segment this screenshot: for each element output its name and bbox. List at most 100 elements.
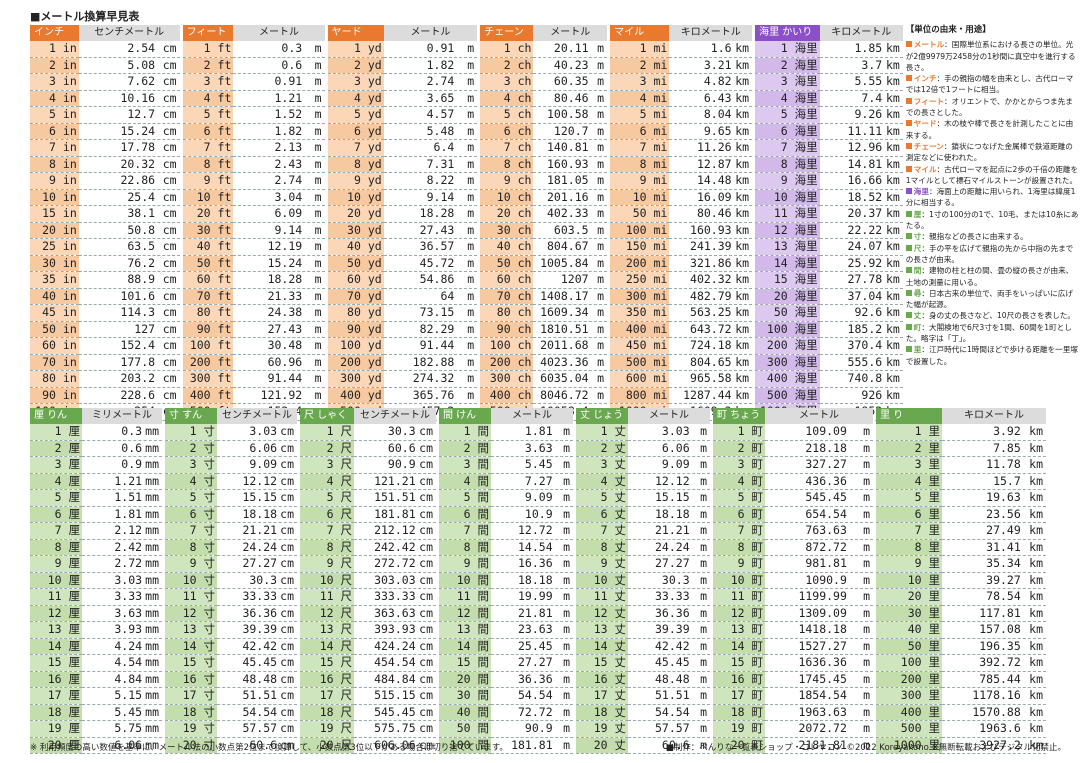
table-row: 3 海里 5.55 km [755, 73, 903, 91]
table-row: 3 丈 9.09 m [576, 456, 710, 474]
note-item: インチ：手の親指の幅を由来とし、古代ローマでは12倍で1フートに相当。 [905, 74, 1074, 95]
target-unit-header: キロメートル [669, 25, 753, 41]
converted-value: 0.6 m [233, 57, 325, 74]
source-value: 3 尺 [300, 456, 354, 474]
source-value: 8 町 [713, 539, 765, 556]
source-value: 7 町 [713, 522, 765, 540]
converted-value: 39.39 cm [217, 621, 297, 639]
source-value: 2 in [30, 57, 79, 74]
source-value: 20 里 [876, 588, 942, 606]
table-row: 6 里 23.56 km [876, 506, 1046, 523]
note-item: 間：建物の柱と柱の間、畳の縦の長さが由来、土地の測量に用いる。 [905, 266, 1074, 287]
table-row: 9 海里 16.66 km [755, 172, 903, 190]
converted-value: 91.44 m [233, 370, 325, 388]
source-value: 30 yd [327, 222, 384, 239]
table-row: 200 海里 370.4 km [755, 337, 903, 355]
source-value: 8 里 [876, 539, 942, 556]
converted-value: 484.84 cm [354, 671, 436, 688]
table-row: 7 mi 11.26 km [610, 139, 753, 157]
table-row: 8 丈 24.24 m [576, 539, 710, 556]
source-value: 8 丈 [576, 539, 628, 556]
converted-value: 30.3 m [628, 572, 710, 589]
converted-value: 1636.36 m [765, 654, 873, 672]
converted-value: 2.72 mm [82, 555, 162, 573]
table-row: 80 yd 73.15 m [327, 304, 478, 322]
table-row: 5 里 19.63 km [876, 489, 1046, 507]
converted-value: 25.45 m [491, 638, 573, 655]
source-value: 10 町 [713, 572, 765, 589]
table-row: 20 ft 6.09 m [182, 205, 325, 223]
unit-origin-notes: 【単位の由来・用途】 メートル：国際単位系における長さの単位。光が2億9979万2… [905, 25, 1080, 421]
converted-value: 965.58 km [669, 370, 753, 388]
converted-value: 42.42 m [628, 638, 710, 655]
source-value: 18 厘 [30, 704, 82, 721]
source-value: 17 寸 [165, 687, 217, 705]
source-value: 17 町 [713, 687, 765, 705]
source-value: 6 里 [876, 506, 942, 523]
table-row: 10 間 18.18 m [439, 572, 573, 589]
table-row: 9 尺 272.72 cm [300, 555, 436, 573]
converted-value: 33.33 cm [217, 588, 297, 606]
converted-value: 1609.34 m [533, 304, 608, 322]
table-row: 3 yd 2.74 m [327, 73, 478, 91]
source-unit-header: 間 けん [439, 408, 491, 424]
converted-value: 9.09 m [491, 489, 573, 507]
source-value: 300 mi [610, 288, 670, 305]
converted-value: 21.33 m [233, 288, 325, 305]
source-value: 20 丈 [576, 737, 628, 754]
source-value: 14 尺 [300, 638, 354, 655]
table-row: 4 寸 12.12 cm [165, 473, 297, 490]
source-value: 17 尺 [300, 687, 354, 705]
table-row: 12 丈 36.36 m [576, 605, 710, 622]
source-value: 1 厘 [30, 424, 82, 441]
source-value: 20 町 [713, 737, 765, 754]
source-value: 8 厘 [30, 539, 82, 556]
source-value: 7 mi [610, 139, 670, 157]
source-value: 11 寸 [165, 588, 217, 606]
table-row: 15 町 1636.36 m [713, 654, 873, 672]
table-row: 7 尺 212.12 cm [300, 522, 436, 540]
converted-value: 274.32 m [383, 370, 478, 388]
source-value: 4 厘 [30, 473, 82, 490]
table-row: 20 尺 606.06 cm [300, 737, 436, 754]
table-row: 30 ft 9.14 m [182, 222, 325, 239]
table-row: 5 町 545.45 m [713, 489, 873, 507]
source-unit-header: 丈 じょう [576, 408, 628, 424]
converted-value: 1.21 m [233, 90, 325, 107]
converted-value: 18.28 m [383, 205, 478, 223]
table-row: 2 in 5.08 cm [30, 57, 180, 74]
table-row: 30 ch 603.5 m [480, 222, 608, 239]
note-item: 尋：日本古来の単位で、両手をいっぱいに広げた幅が起源。 [905, 288, 1073, 310]
converted-value: 27.43 m [233, 321, 325, 338]
source-value: 19 尺 [300, 720, 354, 738]
converted-value: 45.72 m [383, 255, 478, 272]
table-row: 10 in 25.4 cm [30, 189, 180, 206]
source-value: 7 ch [480, 139, 534, 157]
converted-value: 21.81 m [491, 605, 573, 622]
converted-value: 90.9 m [491, 720, 573, 738]
table-row: 16 町 1745.45 m [713, 671, 873, 688]
source-value: 40 ft [182, 238, 234, 256]
table-row: 11 間 19.99 m [439, 588, 573, 606]
table-row: 14 厘 4.24 mm [30, 638, 162, 655]
table-row: 4 丈 12.12 m [576, 473, 710, 490]
source-value: 2 海里 [755, 57, 820, 74]
table-row: 13 海里 24.07 km [755, 238, 903, 256]
converted-value: 27.27 m [491, 654, 573, 672]
converted-value: 36.36 m [628, 605, 710, 622]
converted-value: 724.18 km [669, 337, 753, 355]
table-row: 40 yd 36.57 m [327, 238, 478, 256]
source-value: 3 mi [610, 73, 670, 91]
converted-value: 57.57 m [628, 720, 710, 738]
converted-value: 2.74 m [233, 172, 325, 190]
table-row: 2 海里 3.7 km [755, 57, 903, 74]
source-value: 17 丈 [576, 687, 628, 705]
source-value: 20 in [30, 222, 79, 239]
source-value: 11 丈 [576, 588, 628, 606]
table-row: 6 間 10.9 m [439, 506, 573, 523]
converted-value: 157.08 km [942, 621, 1046, 639]
target-unit-header: キロメートル [942, 408, 1046, 424]
note-item: 尺：手の平を広げて親指の先から中指の先までの長さが由来。 [905, 243, 1074, 264]
source-value: 9 尺 [300, 555, 354, 573]
converted-value: 1.51 mm [82, 489, 162, 507]
